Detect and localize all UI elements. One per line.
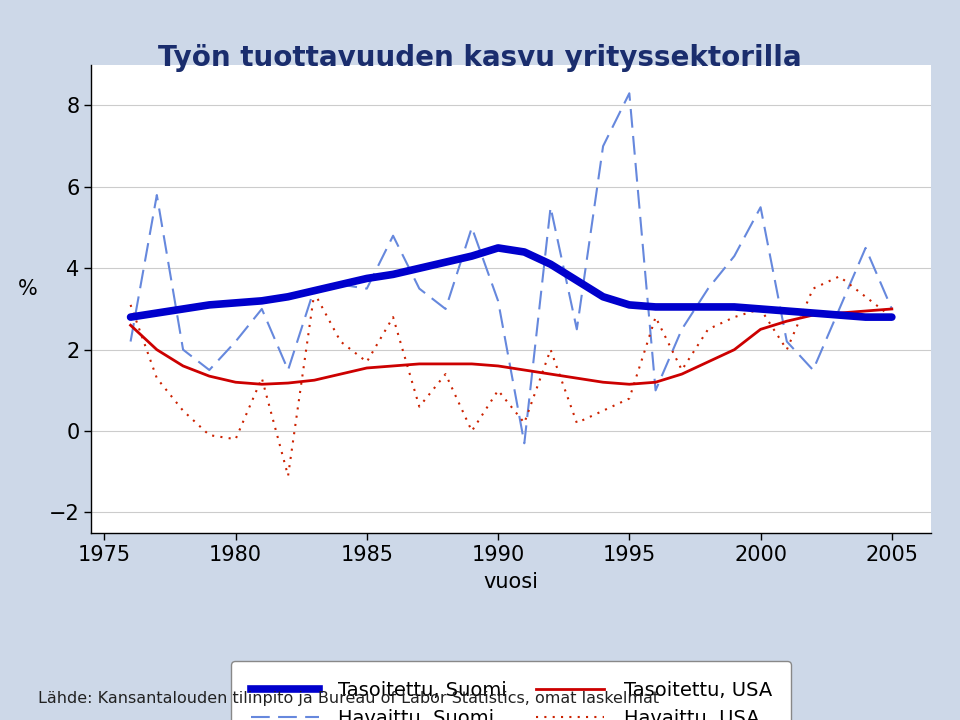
Text: Lähde: Kansantalouden tilinpito ja Bureau of Labor Statistics, omat laskelmat: Lähde: Kansantalouden tilinpito ja Burea… bbox=[38, 690, 660, 706]
Y-axis label: %: % bbox=[18, 279, 37, 299]
Legend: Tasoitettu, Suomi, Havaittu, Suomi, Tasoitettu, USA, Havaittu, USA: Tasoitettu, Suomi, Havaittu, Suomi, Taso… bbox=[231, 661, 791, 720]
Text: Työn tuottavuuden kasvu yrityssektorilla: Työn tuottavuuden kasvu yrityssektorilla bbox=[158, 44, 802, 71]
X-axis label: vuosi: vuosi bbox=[484, 572, 539, 592]
